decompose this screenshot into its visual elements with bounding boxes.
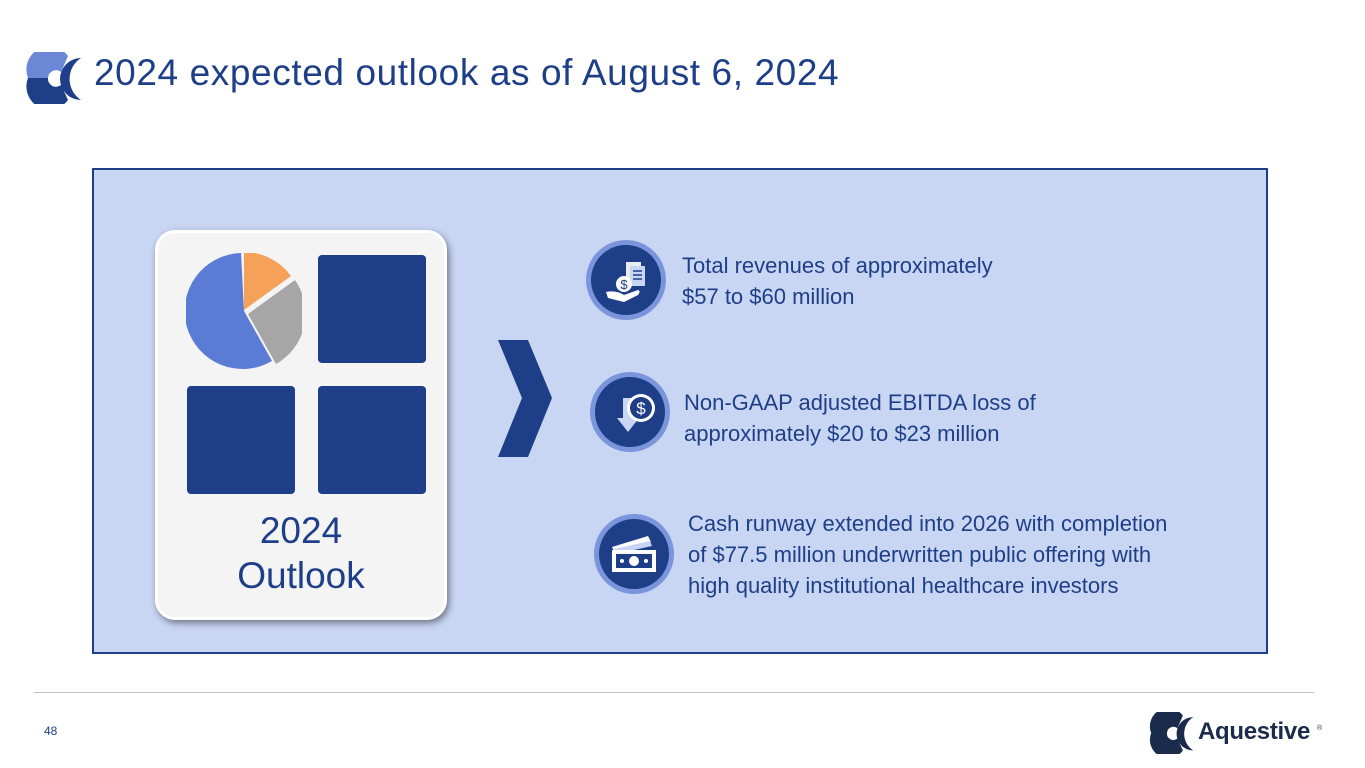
revenue-line-1: Total revenues of approximately [682,253,993,278]
card-outlook-label: Outlook [237,555,365,596]
ebitda-outlook-text: Non-GAAP adjusted EBITDA loss of approxi… [684,387,1036,449]
pie-chart-icon [186,253,302,369]
brand-name: Aquestive [1198,718,1311,745]
brand-logo: Aquestive ® [1148,712,1328,754]
revenue-outlook-text: Total revenues of approximately $57 to $… [682,250,993,312]
svg-text:$: $ [636,399,646,418]
card-year-label: 2024 [259,510,343,551]
outlook-tile [187,386,295,494]
cash-runway-text: Cash runway extended into 2026 with comp… [688,508,1167,601]
brand-registered-mark: ® [1317,725,1323,732]
svg-text:$: $ [620,277,628,292]
revenue-line-2: $57 to $60 million [682,284,855,309]
money-hand-icon: $ [586,240,666,320]
aquestive-logo-icon [26,52,81,104]
chevron-right-icon [498,340,552,457]
cash-line-3: high quality institutional healthcare in… [688,573,1119,598]
cash-line-1: Cash runway extended into 2026 with comp… [688,511,1168,536]
aquestive-logo-icon [1149,712,1194,754]
footer-divider [34,692,1314,693]
dollar-down-arrow-icon: $ [590,372,670,452]
ebitda-line-2: approximately $20 to $23 million [684,421,1000,446]
cash-line-2: of $77.5 million underwritten public off… [688,542,1152,567]
outlook-tile [318,386,426,494]
outlook-tile [318,255,426,363]
cash-icon [594,514,674,594]
page-number: 48 [44,724,58,738]
outlook-card: 2024 Outlook [155,230,447,620]
ebitda-line-1: Non-GAAP adjusted EBITDA loss of [684,390,1036,415]
slide-title: 2024 expected outlook as of August 6, 20… [94,52,840,93]
